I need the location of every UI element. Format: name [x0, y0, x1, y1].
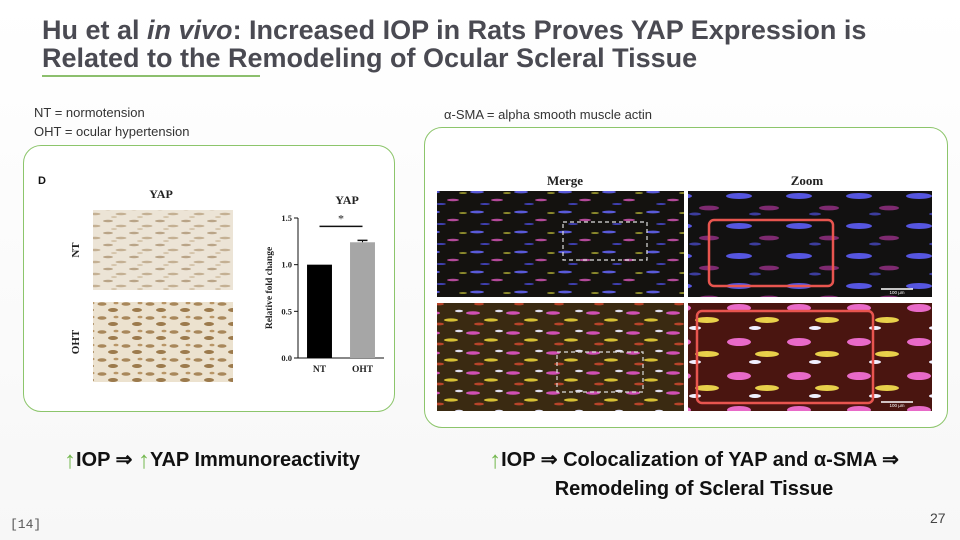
note-asma: α-SMA = alpha smooth muscle actin — [444, 107, 653, 122]
x-tick-label: NT — [313, 365, 327, 375]
roi-box-nt — [562, 221, 648, 261]
title-text-2: : Increased IOP in Rats Proves YAP Expre… — [42, 15, 867, 73]
y-tick-label: 1.5 — [281, 213, 292, 223]
left-caption-part1: IOP ⇒ — [76, 449, 138, 471]
panel-letter: D — [38, 175, 46, 187]
scale-bar-label-nt: 100 µm — [889, 290, 904, 295]
right-caption-line2: Remodeling of Scleral Tissue — [554, 478, 834, 500]
significance-star: * — [338, 211, 344, 225]
y-tick-label: 1.0 — [281, 260, 292, 270]
nt-micrograph — [93, 210, 233, 290]
yap-figure: D YAP NT OHT YAP Relative fold change 0.… — [38, 175, 384, 382]
column-header-strip — [437, 141, 941, 179]
merge-image-nt — [437, 191, 684, 297]
yap-bar-chart: YAP Relative fold change 0.0 0.5 1.0 1.5 NT… — [265, 193, 384, 375]
bar-oht — [350, 242, 375, 358]
left-caption: ↑IOP ⇒ ↑YAP Immunoreactivity — [64, 446, 360, 475]
right-caption-part1: IOP ⇒ Colocalization of YAP and α-SMA ⇒ — [501, 449, 899, 471]
right-caption: ↑IOP ⇒ Colocalization of YAP and α-SMA ⇒… — [474, 446, 914, 503]
y-tick-label: 0.5 — [281, 306, 292, 316]
left-figure-panel: D YAP NT OHT YAP Relative fold change 0.… — [23, 145, 395, 412]
chart-title: YAP — [335, 193, 359, 207]
right-figure-panel: Merge Zoom 100 µm 100 µm — [424, 127, 948, 428]
zoom-image-oht — [688, 303, 932, 411]
page-number: 27 — [930, 510, 946, 526]
scale-bar-label-oht: 100 µm — [889, 403, 904, 408]
up-arrow-icon: ↑ — [137, 447, 150, 474]
highlight-box-nt — [707, 218, 835, 288]
micrograph-title: YAP — [149, 187, 173, 201]
up-arrow-icon: ↑ — [64, 447, 76, 474]
highlight-box-oht — [695, 309, 875, 405]
note-nt: NT = normotension — [34, 105, 145, 120]
fluorescence-figure: Merge Zoom 100 µm 100 µm — [437, 141, 941, 411]
row-label-nt: NT — [70, 242, 82, 258]
x-tick-label: OHT — [352, 365, 374, 375]
y-tick-label: 0.0 — [281, 353, 292, 363]
left-caption-part2: YAP Immunoreactivity — [149, 449, 361, 471]
abbreviation-notes-left: NT = normotension OHT = ocular hypertens… — [34, 103, 189, 141]
reference-marker: [14] — [10, 517, 42, 532]
slide-title: Hu et al in vivo: Increased IOP in Rats … — [42, 16, 922, 72]
roi-box-oht — [556, 351, 644, 393]
y-axis-label: Relative fold change — [265, 247, 275, 329]
column-label-merge: Merge — [547, 173, 583, 188]
title-underline — [42, 75, 260, 77]
column-label-zoom: Zoom — [791, 173, 824, 188]
zoom-image-nt — [688, 191, 932, 297]
right-caption-line1: ↑IOP ⇒ Colocalization of YAP and α-SMA ⇒ — [474, 446, 914, 475]
note-oht: OHT = ocular hypertension — [34, 124, 190, 139]
title-text-1: Hu et al — [42, 15, 148, 45]
bar-nt — [307, 264, 332, 358]
up-arrow-icon: ↑ — [489, 447, 502, 474]
merge-image-oht — [437, 303, 684, 411]
oht-micrograph — [93, 302, 233, 382]
row-label-oht: OHT — [70, 329, 82, 354]
title-italic-text: in vivo — [147, 15, 233, 45]
